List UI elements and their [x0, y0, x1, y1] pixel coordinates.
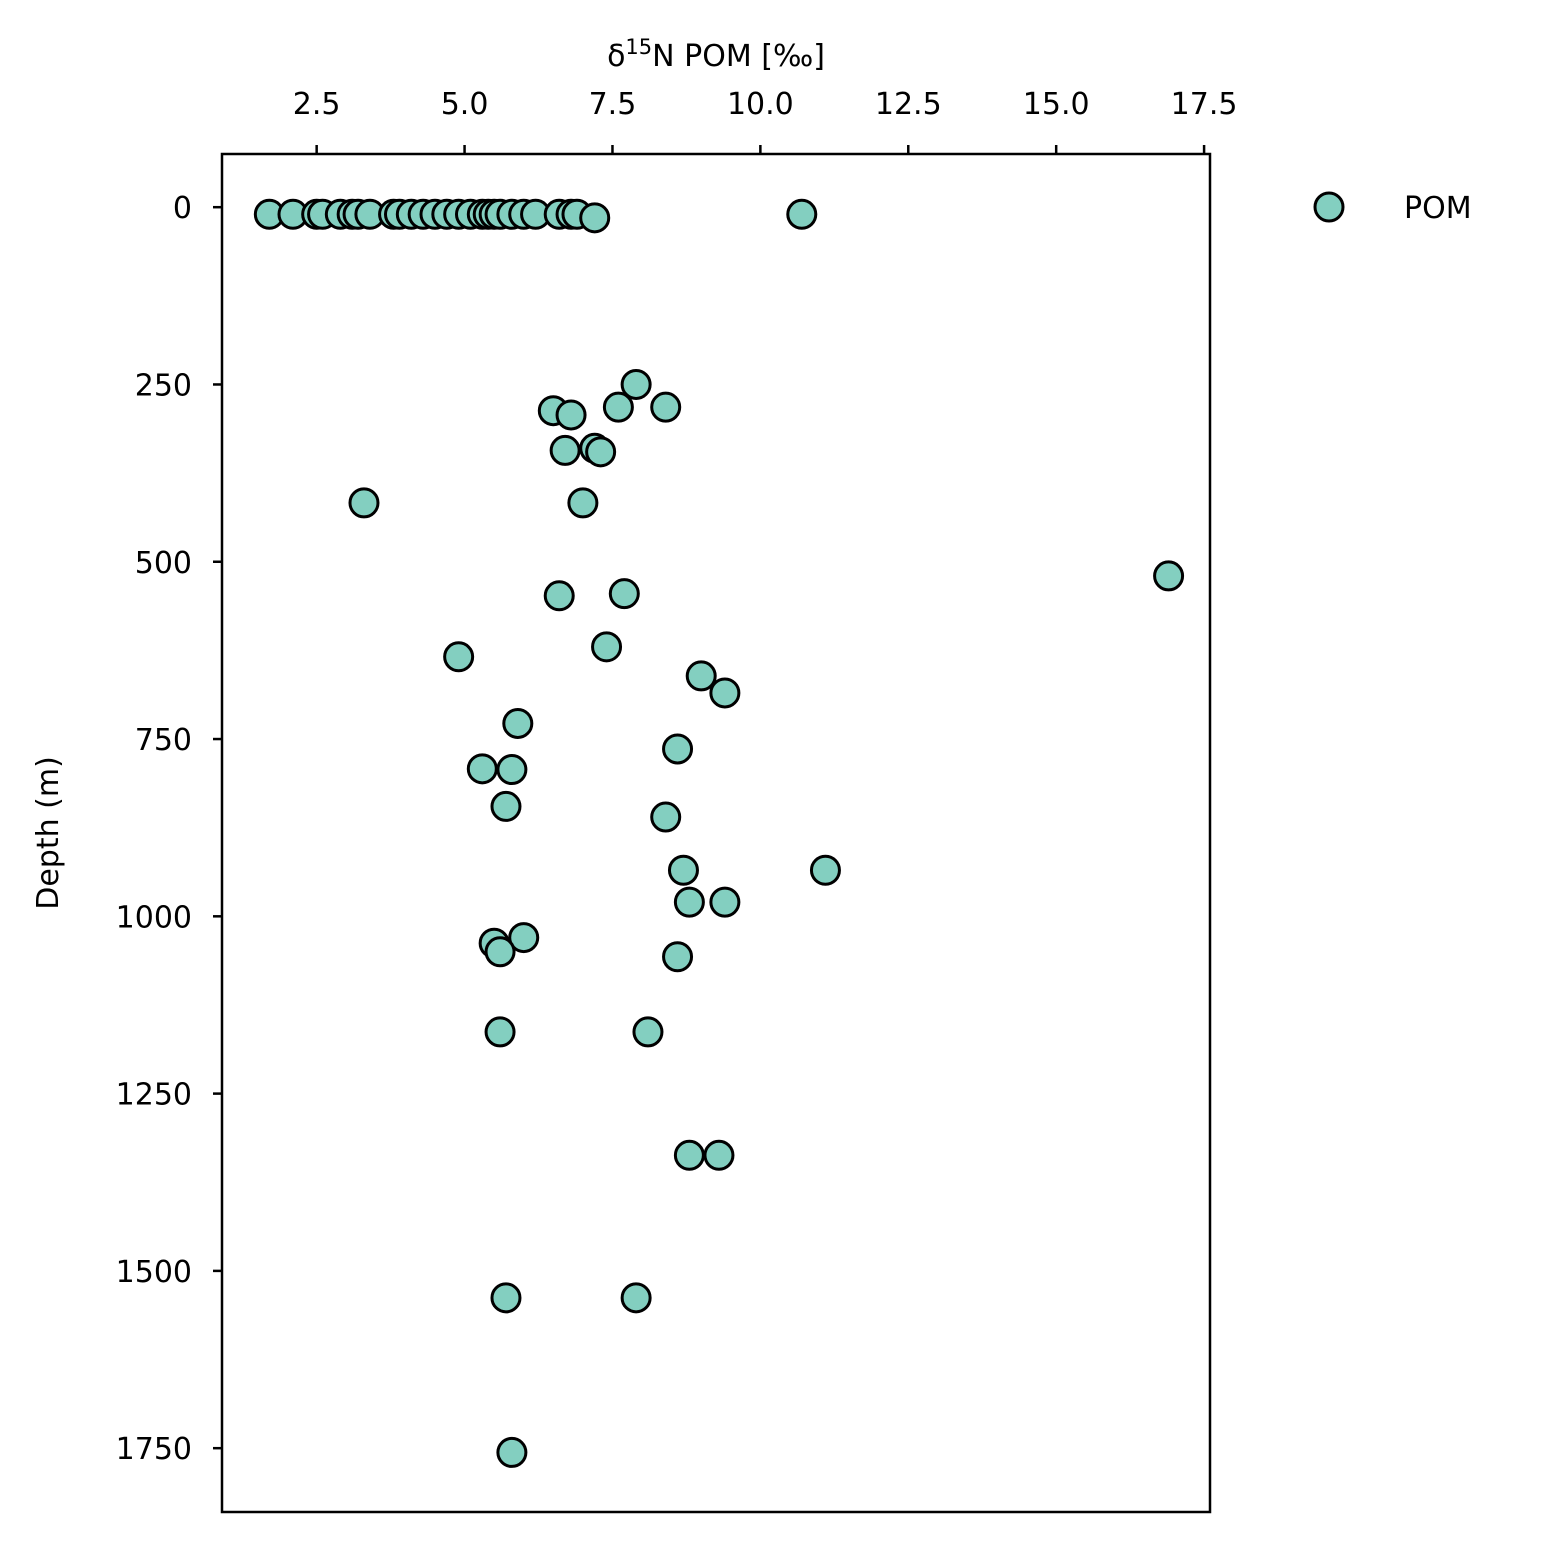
data-point: [650, 391, 682, 423]
data-point: [508, 922, 540, 954]
data-point: [650, 801, 682, 833]
data-points: [253, 198, 1185, 1468]
data-point: [490, 1282, 522, 1314]
legend-label-pom: POM: [1404, 191, 1472, 226]
plot-frame: [220, 152, 1212, 1514]
data-point: [591, 631, 623, 663]
x-tick-labels: 2.5 5.0 7.5 10.0 12.5 15.0 17.5: [293, 87, 1238, 122]
data-point: [579, 202, 611, 234]
data-point: [673, 886, 705, 918]
data-point: [667, 854, 699, 886]
data-point: [620, 368, 652, 400]
x-axis-title-rest: N POM [‰]: [652, 39, 825, 74]
y-tick-label: 1750: [116, 1432, 192, 1467]
y-axis-title: Depth (m): [31, 756, 66, 910]
data-point: [620, 1282, 652, 1314]
x-tick-label: 2.5: [293, 87, 341, 122]
data-point: [543, 580, 575, 612]
x-tick-label: 7.5: [589, 87, 637, 122]
data-point: [786, 198, 818, 230]
data-point: [496, 754, 528, 786]
data-point: [496, 1436, 528, 1468]
data-point: [602, 391, 634, 423]
x-tick-label: 10.0: [727, 87, 794, 122]
legend-marker: [1313, 191, 1345, 223]
data-point: [673, 1139, 705, 1171]
data-point: [608, 578, 640, 610]
x-axis-title-delta: δ: [607, 39, 625, 74]
data-point: [809, 854, 841, 886]
data-point: [662, 733, 694, 765]
y-tick-label: 750: [135, 723, 192, 758]
y-tick-label: 1250: [116, 1078, 192, 1113]
y-tick-label: 0: [173, 191, 192, 226]
y-tick-label: 1500: [116, 1255, 192, 1290]
x-tick-label: 17.5: [1171, 87, 1238, 122]
data-point: [585, 436, 617, 468]
data-point: [709, 677, 741, 709]
data-point: [632, 1016, 664, 1048]
data-point: [549, 434, 581, 466]
data-point: [555, 399, 587, 431]
data-point: [466, 753, 498, 785]
x-tick-label: 12.5: [875, 87, 942, 122]
data-point: [567, 487, 599, 519]
y-tick-label: 1000: [116, 900, 192, 935]
y-tick-marks: [213, 205, 222, 1450]
x-tick-label: 15.0: [1023, 87, 1090, 122]
data-point: [703, 1139, 735, 1171]
legend: POM: [1313, 191, 1472, 226]
data-point: [1153, 560, 1185, 592]
y-tick-labels: 0 250 500 750 1000 1250 1500 1750: [116, 191, 192, 1467]
data-point: [490, 790, 522, 822]
x-tick-label: 5.0: [441, 87, 489, 122]
data-point: [484, 936, 516, 968]
data-point: [709, 886, 741, 918]
x-axis-title: δ15N POM [‰]: [607, 35, 825, 74]
y-tick-label: 250: [135, 368, 192, 403]
data-point: [685, 660, 717, 692]
data-point: [443, 641, 475, 673]
x-tick-marks: [315, 145, 1206, 154]
data-point: [348, 487, 380, 519]
data-point: [662, 941, 694, 973]
y-tick-label: 500: [135, 546, 192, 581]
data-point: [484, 1016, 516, 1048]
data-point: [502, 707, 534, 739]
x-axis-title-superscript: 15: [625, 35, 652, 59]
